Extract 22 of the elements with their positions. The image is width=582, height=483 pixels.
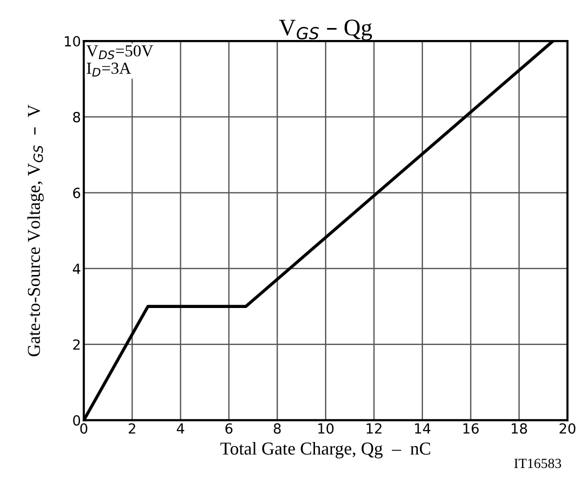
x-tick-label: 4 (176, 423, 184, 434)
y-tick-label: 0 (73, 415, 80, 426)
x-tick-label: 10 (318, 423, 334, 434)
text: V$_{DS}$=50V I$_{D}$=3A (86, 45, 154, 76)
x-tick-label: 14 (415, 423, 430, 434)
x-axis-title: Total Gate Charge, Qg – nC (220, 442, 430, 458)
y-tick-label: 2 (73, 339, 80, 350)
x-tick-label: 2 (128, 423, 136, 434)
y-tick-label: 10 (64, 36, 80, 47)
y-tick-label: 6 (73, 188, 80, 198)
x-tick-label: 0 (80, 423, 88, 434)
x-tick-label: 18 (512, 423, 527, 434)
text: IT16583 (514, 458, 562, 468)
x-tick-label: 12 (366, 423, 382, 434)
x-tick-label: 6 (225, 423, 232, 434)
x-tick-label: 8 (274, 423, 281, 434)
chart-title: V$_{GS}$ – Qg (279, 20, 372, 40)
x-tick-label: 20 (560, 423, 576, 434)
y-tick-label: 4 (72, 264, 80, 274)
x-tick-label: 16 (463, 423, 479, 434)
y-tick-label: 8 (73, 112, 80, 122)
y-axis-title: Gate-to-Source Voltage, V$_{GS}$ – V (27, 104, 44, 356)
